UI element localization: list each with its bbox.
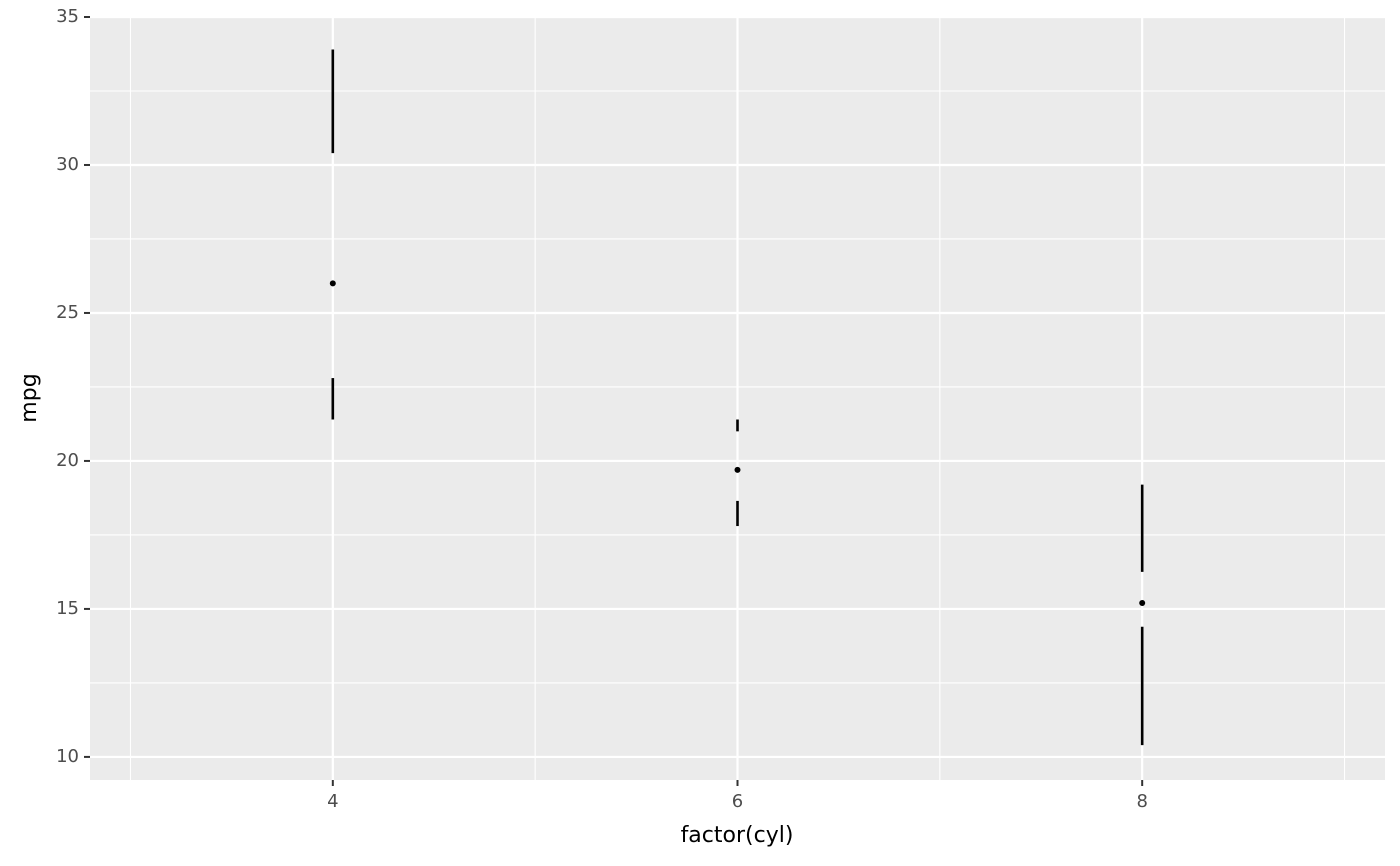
y-tick-label: 15 bbox=[56, 598, 79, 619]
median-point bbox=[329, 280, 336, 287]
y-tick-label: 30 bbox=[56, 154, 79, 175]
y-axis-title: mpg bbox=[17, 373, 42, 422]
y-tick-label: 10 bbox=[56, 746, 79, 767]
median-point bbox=[734, 466, 741, 473]
grid bbox=[90, 15, 1385, 780]
x-axis-title: factor(cyl) bbox=[681, 823, 794, 848]
y-tick-label: 25 bbox=[56, 302, 79, 323]
y-tick-label: 20 bbox=[56, 450, 79, 471]
x-tick-label: 4 bbox=[327, 791, 338, 812]
x-tick-label: 8 bbox=[1136, 791, 1147, 812]
marks bbox=[329, 49, 1146, 746]
x-tick-label: 6 bbox=[732, 791, 743, 812]
y-tick-label: 35 bbox=[56, 6, 79, 27]
median-point bbox=[1139, 600, 1146, 607]
